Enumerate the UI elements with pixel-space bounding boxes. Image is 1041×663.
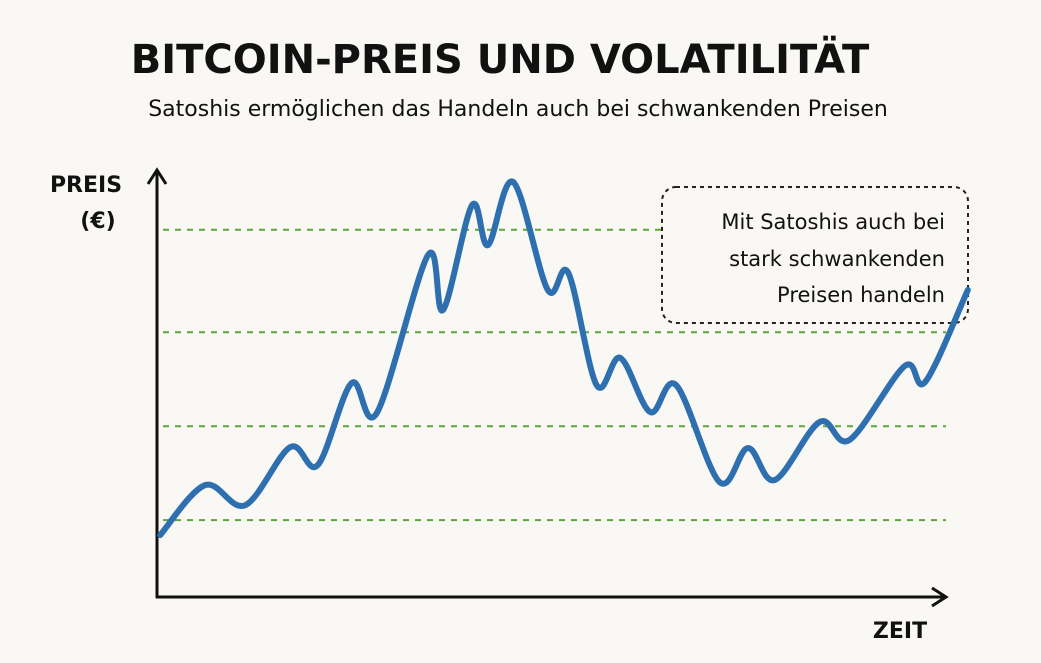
price-line [157, 178, 971, 539]
plot [157, 178, 971, 539]
annotation-box [661, 186, 969, 324]
annotation-text: stark schwankenden [729, 247, 945, 271]
y-axis-label: PREIS [50, 173, 122, 198]
y-axis-arrow [146, 167, 168, 185]
chart-title: BITCOIN-PREIS UND VOLATILITÄT [131, 35, 870, 83]
annotation-text: Mit Satoshis auch bei [721, 210, 945, 234]
x-axis-label: ZEIT [873, 619, 927, 644]
y-axis-label: (€) [80, 209, 115, 234]
chart-subtitle: Satoshis ermöglichen das Handeln auch be… [148, 97, 888, 122]
x-axis-arrow [931, 586, 949, 608]
annotation-text: Preisen handeln [777, 283, 945, 307]
